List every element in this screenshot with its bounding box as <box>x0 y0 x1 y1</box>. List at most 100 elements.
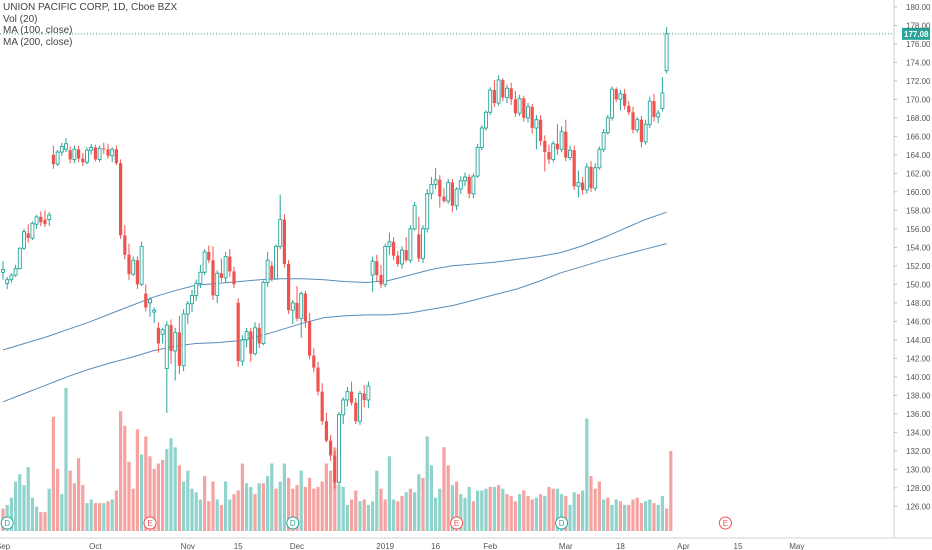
candle <box>614 87 618 103</box>
event-label: E <box>723 519 728 528</box>
candle <box>9 273 14 283</box>
moving-averages <box>2 211 667 403</box>
y-tick-label: 136.00 <box>906 410 931 419</box>
candle-body <box>463 176 467 182</box>
candle-body <box>39 216 43 223</box>
candle-body <box>362 393 366 400</box>
candle <box>114 145 118 166</box>
candle-body <box>265 259 270 283</box>
chart-legend: UNION PACIFIC CORP, 1D, Cboe BZX Vol (20… <box>3 2 177 48</box>
y-tick-label: 144.00 <box>906 336 931 345</box>
candle-body <box>308 321 312 356</box>
candle <box>110 147 115 163</box>
candle <box>290 300 295 325</box>
y-tick-label: 128.00 <box>906 484 931 493</box>
volume-bar <box>547 486 551 531</box>
candle-body <box>458 180 463 190</box>
volume-bar <box>308 477 312 531</box>
candle-body <box>68 150 72 160</box>
dividend-marker: D <box>555 516 569 530</box>
candle <box>324 412 328 443</box>
candle <box>249 327 253 363</box>
candle <box>643 119 648 145</box>
volume-bar <box>274 488 278 531</box>
volume-bar <box>119 411 123 531</box>
volume-bar <box>240 463 244 531</box>
candle <box>81 152 85 166</box>
x-tick-label: Feb <box>483 542 497 550</box>
candle <box>463 172 467 187</box>
volume-bar <box>362 499 366 531</box>
volume-bar <box>593 488 597 531</box>
candle-body <box>219 273 223 278</box>
candle <box>119 159 123 240</box>
candle-body <box>1 269 5 273</box>
candle <box>387 232 392 255</box>
volume-bar <box>341 486 345 531</box>
candle-body <box>5 279 10 284</box>
volume-bar <box>182 481 186 531</box>
volume-bar <box>345 504 349 531</box>
volume-bar <box>408 488 412 531</box>
candle <box>358 390 362 425</box>
candle-body <box>530 106 534 129</box>
volume-bar <box>568 504 572 531</box>
volume-bar <box>589 476 593 531</box>
candle <box>429 177 434 200</box>
candle-body <box>13 268 18 276</box>
volume-bar <box>9 497 13 531</box>
candle <box>412 202 417 231</box>
volume-bar <box>312 488 316 531</box>
volume-bar <box>228 499 232 531</box>
candle-body <box>639 119 643 142</box>
volume-bar <box>253 494 257 531</box>
candle <box>303 290 307 328</box>
dividend-marker: D <box>0 516 14 530</box>
candle <box>89 143 94 155</box>
candle <box>442 188 446 203</box>
y-tick-label: 168.00 <box>906 114 931 123</box>
volume-bar <box>316 486 320 531</box>
volume-bar <box>585 418 589 531</box>
volume-bar <box>282 463 286 531</box>
candle-body <box>139 245 144 285</box>
volume-bar <box>375 470 379 531</box>
volume-bar <box>257 483 261 531</box>
volume-bar <box>467 486 471 531</box>
candle <box>282 214 286 268</box>
candle-body <box>488 89 493 113</box>
x-tick-label: 2019 <box>376 542 394 550</box>
volume-bar <box>438 488 442 531</box>
volume-bar <box>530 499 534 531</box>
candle-body <box>559 131 564 150</box>
volume-bar <box>614 499 618 531</box>
earnings-marker: E <box>718 516 732 530</box>
candle <box>333 450 337 489</box>
candle <box>446 178 451 204</box>
y-tick-label: 154.00 <box>906 243 931 252</box>
volume-bar <box>148 456 152 531</box>
candle <box>350 381 354 406</box>
candle-body <box>316 367 320 392</box>
volume-bar <box>295 485 299 531</box>
volume-bar <box>581 490 585 531</box>
volume-bar <box>522 490 526 531</box>
volume-bar <box>207 501 211 531</box>
y-tick-label: 150.00 <box>906 280 931 289</box>
y-tick-label: 160.00 <box>906 188 931 197</box>
earnings-marker: E <box>143 516 157 530</box>
legend-ma100: MA (100, close) <box>3 25 73 36</box>
candle <box>68 146 72 164</box>
candle-body <box>366 385 371 401</box>
candle-body <box>647 100 652 125</box>
candle <box>471 173 476 199</box>
y-tick-label: 126.00 <box>906 502 931 511</box>
y-tick-label: 140.00 <box>906 373 931 382</box>
volume-bar <box>660 495 664 531</box>
candle-body <box>89 146 94 151</box>
candle <box>450 178 454 213</box>
candle <box>308 313 312 360</box>
candle-body <box>623 93 627 106</box>
y-tick-label: 176.00 <box>906 40 931 49</box>
